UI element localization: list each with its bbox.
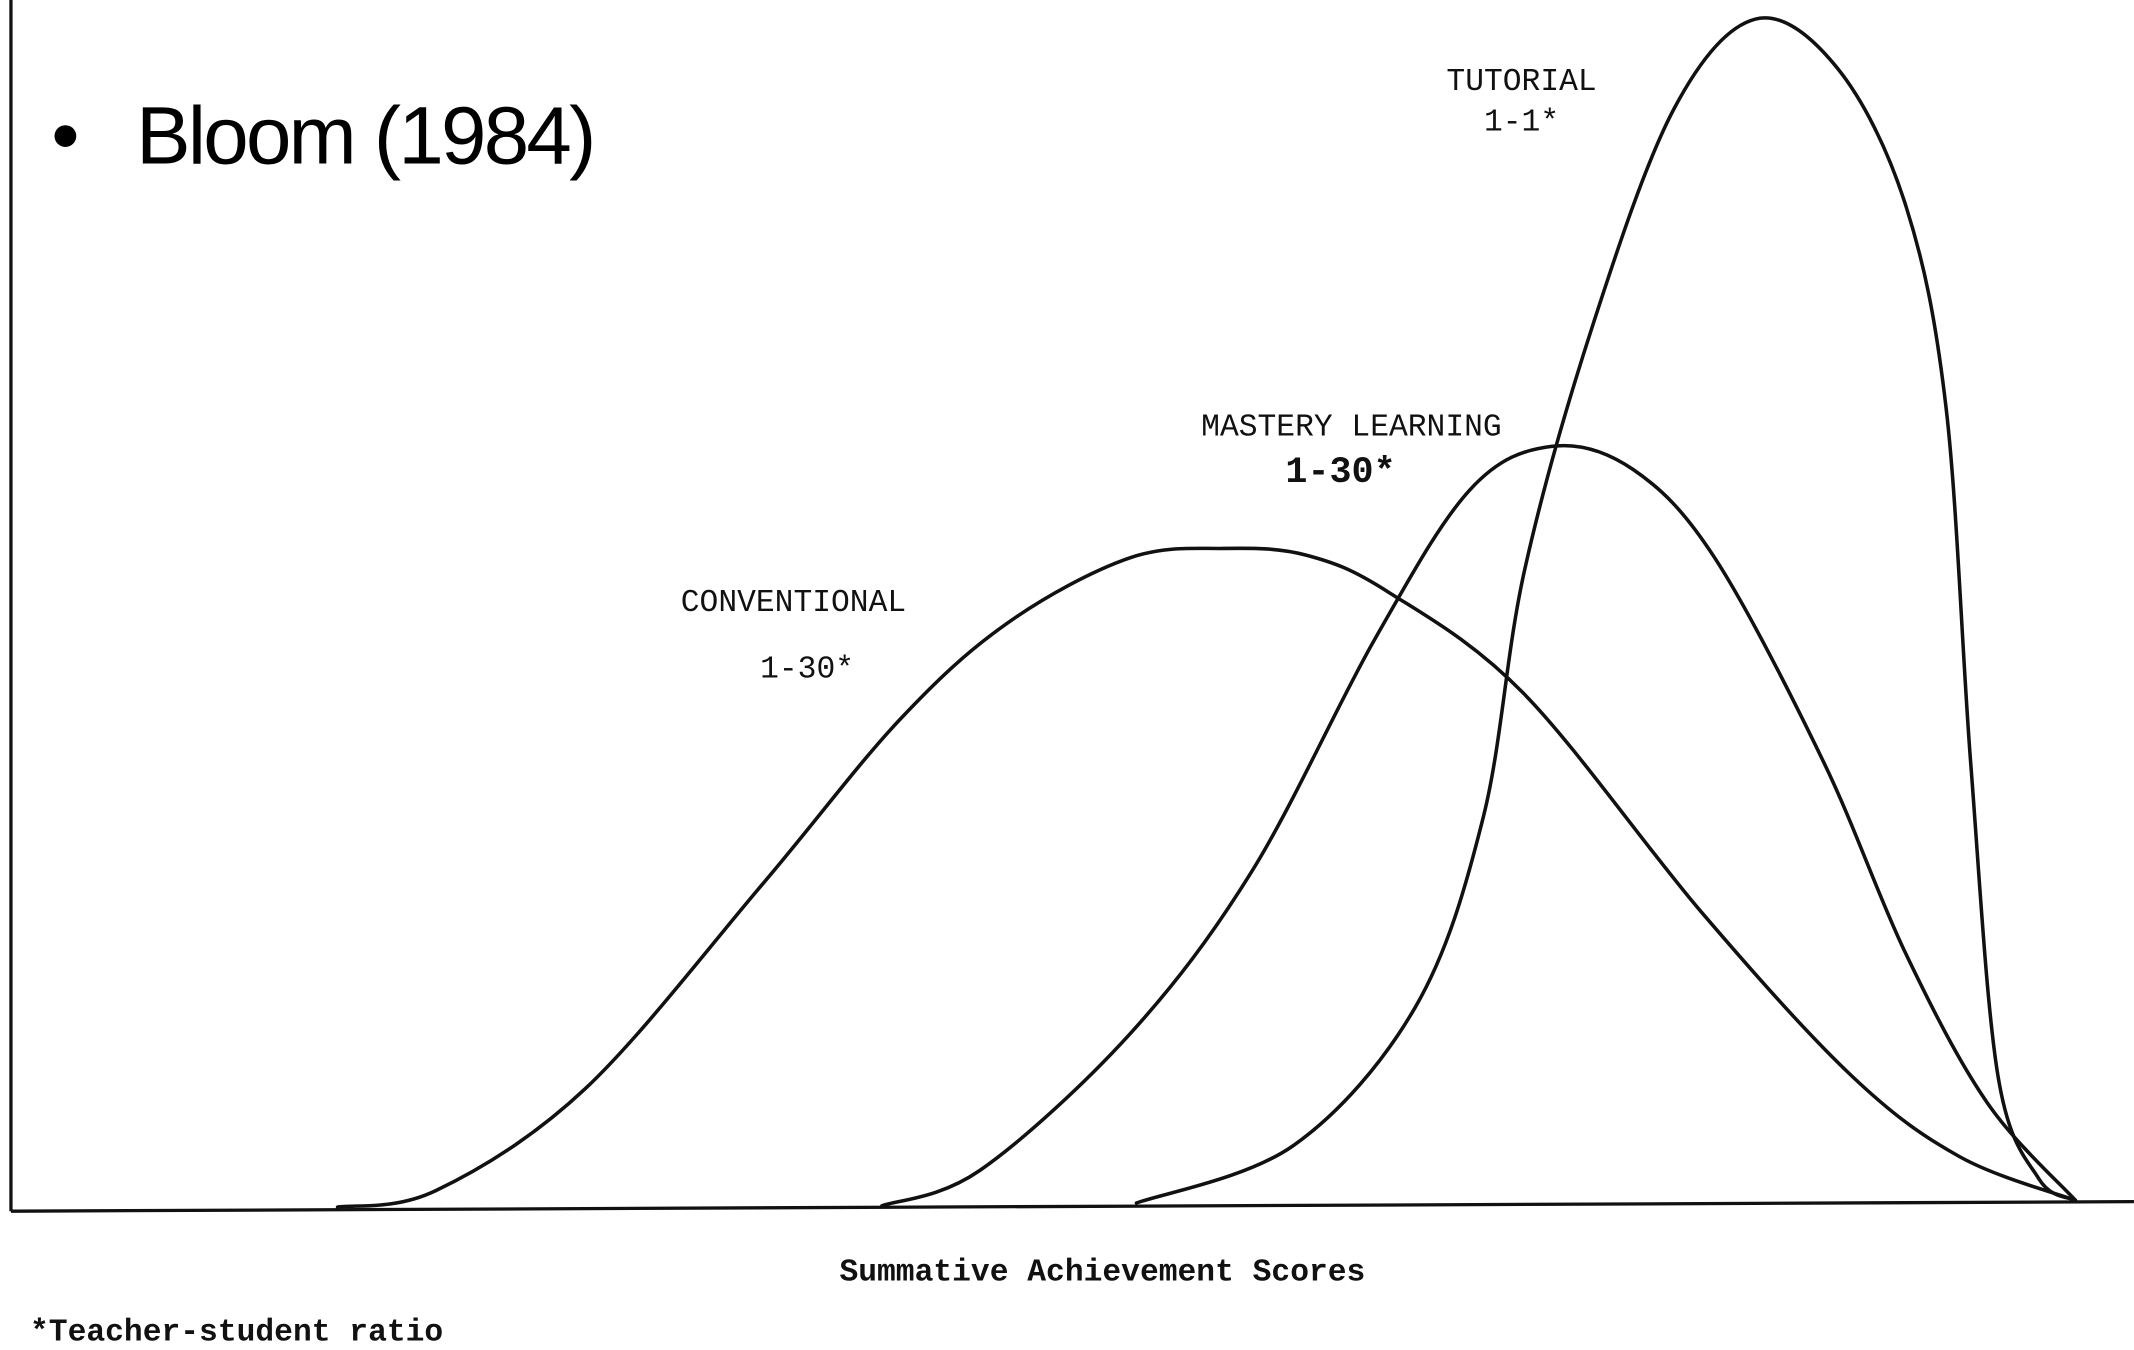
curve-label: TUTORIAL	[1446, 65, 1596, 100]
curve-label: MASTERY LEARNING	[1201, 410, 1501, 445]
x-axis-label: Summative Achievement Scores	[839, 1256, 1365, 1291]
x-axis	[10, 1200, 2134, 1213]
curve-ratio: 1-30*	[760, 653, 854, 688]
slide-title: Bloom (1984)	[136, 90, 593, 181]
curve-ratio: 1-1*	[1484, 106, 1559, 141]
mastery-curve	[880, 443, 2078, 1208]
footnote: *Teacher-student ratio	[30, 1315, 443, 1350]
tutorial-curve	[1134, 16, 2078, 1205]
curve-label: CONVENTIONAL	[681, 586, 906, 621]
bullet	[54, 125, 77, 147]
curve-ratio: 1-30*	[1285, 452, 1395, 494]
conventional-curve	[335, 546, 2078, 1209]
